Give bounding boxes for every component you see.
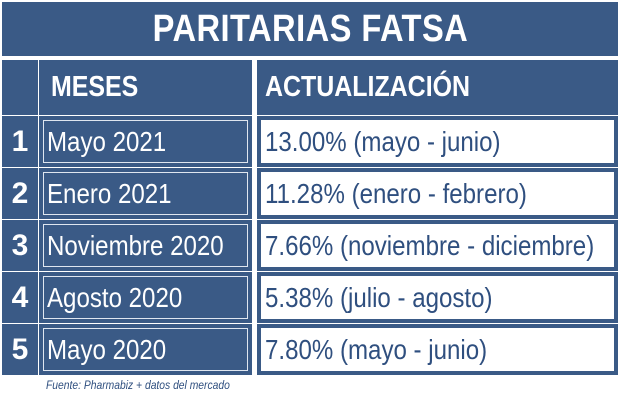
update-value: 7.80% (mayo - junio) (265, 333, 488, 365)
month-cell-inner: Mayo 2021 (43, 120, 248, 163)
table-title-bar: PARITARIAS FATSA (2, 2, 618, 56)
update-cell: 5.38% (julio - agosto) (257, 272, 618, 323)
month-label: Mayo 2021 (47, 125, 167, 157)
index-header-cell (2, 60, 38, 115)
month-cell: Enero 2021 (39, 168, 252, 219)
month-label: Mayo 2020 (47, 333, 167, 365)
month-cell: Agosto 2020 (39, 272, 252, 323)
table-row: 2 Enero 2021 11.28% (enero - febrero) (2, 168, 618, 219)
update-cell: 13.00% (mayo - junio) (257, 116, 618, 167)
table-row: 1 Mayo 2021 13.00% (mayo - junio) (2, 116, 618, 167)
month-cell-inner: Agosto 2020 (43, 276, 248, 319)
table-row: 3 Noviembre 2020 7.66% (noviembre - dici… (2, 220, 618, 271)
months-header-label: MESES (51, 71, 139, 103)
month-cell: Mayo 2020 (39, 324, 252, 375)
update-value: 13.00% (mayo - junio) (265, 125, 501, 157)
table-title: PARITARIAS FATSA (152, 7, 468, 50)
row-index: 4 (2, 272, 38, 323)
update-value: 11.28% (enero - febrero) (265, 177, 527, 209)
update-cell: 11.28% (enero - febrero) (257, 168, 618, 219)
update-header-label: ACTUALIZACIÓN (265, 71, 471, 103)
month-cell-inner: Mayo 2020 (43, 328, 248, 371)
update-value: 5.38% (julio - agosto) (265, 281, 493, 313)
source-note: Fuente: Pharmabiz + datos del mercado (46, 378, 230, 392)
month-label: Enero 2021 (47, 177, 172, 209)
row-index: 1 (2, 116, 38, 167)
month-cell-inner: Noviembre 2020 (43, 224, 248, 267)
month-cell: Noviembre 2020 (39, 220, 252, 271)
update-cell-inner: 7.80% (mayo - junio) (261, 328, 614, 371)
update-cell: 7.66% (noviembre - diciembre) (257, 220, 618, 271)
update-value: 7.66% (noviembre - diciembre) (265, 229, 595, 261)
table-header-row: MESES ACTUALIZACIÓN (2, 60, 618, 115)
month-cell-inner: Enero 2021 (43, 172, 248, 215)
row-index: 5 (2, 324, 38, 375)
row-index: 3 (2, 220, 38, 271)
update-cell-inner: 13.00% (mayo - junio) (261, 120, 614, 163)
update-cell: 7.80% (mayo - junio) (257, 324, 618, 375)
update-cell-inner: 11.28% (enero - febrero) (261, 172, 614, 215)
month-cell: Mayo 2021 (39, 116, 252, 167)
row-index: 2 (2, 168, 38, 219)
month-label: Noviembre 2020 (47, 229, 224, 261)
month-label: Agosto 2020 (47, 281, 183, 313)
table-row: 4 Agosto 2020 5.38% (julio - agosto) (2, 272, 618, 323)
months-header-cell: MESES (39, 60, 252, 115)
update-header-cell: ACTUALIZACIÓN (257, 60, 618, 115)
paritarias-table: PARITARIAS FATSA MESES ACTUALIZACIÓN 1 M… (2, 2, 618, 375)
table-row: 5 Mayo 2020 7.80% (mayo - junio) (2, 324, 618, 375)
update-cell-inner: 7.66% (noviembre - diciembre) (261, 224, 614, 267)
update-cell-inner: 5.38% (julio - agosto) (261, 276, 614, 319)
